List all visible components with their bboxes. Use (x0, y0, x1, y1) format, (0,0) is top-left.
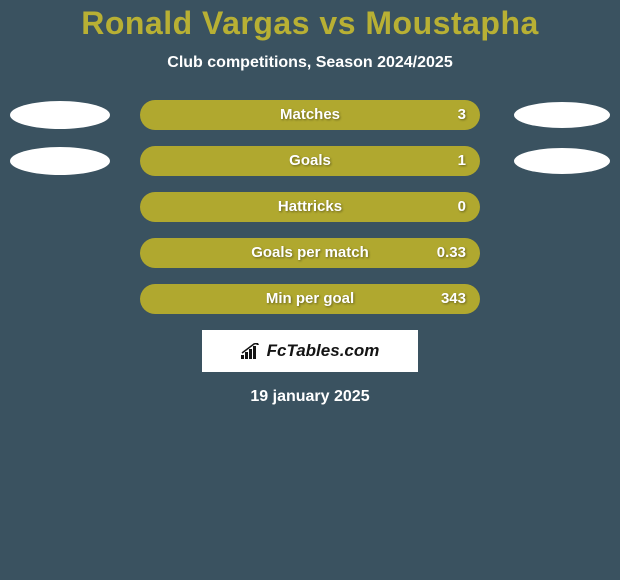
stat-bar: Hattricks0 (140, 192, 480, 222)
stats-area: Matches3Goals1Hattricks0Goals per match0… (0, 100, 620, 314)
comparison-card: Ronald Vargas vs Moustapha Club competit… (0, 0, 620, 580)
page-title: Ronald Vargas vs Moustapha (0, 5, 620, 42)
stat-value: 0 (458, 192, 466, 222)
stat-value: 343 (441, 284, 466, 314)
stat-label: Goals (140, 146, 480, 176)
subtitle: Club competitions, Season 2024/2025 (0, 54, 620, 72)
stat-bar: Matches3 (140, 100, 480, 130)
stat-label: Hattricks (140, 192, 480, 222)
left-marker (10, 147, 110, 175)
left-marker (10, 101, 110, 129)
right-marker (514, 102, 610, 128)
branding-text: FcTables.com (267, 341, 380, 361)
stat-row: Hattricks0 (0, 192, 620, 222)
stat-label: Goals per match (140, 238, 480, 268)
snapshot-date: 19 january 2025 (0, 388, 620, 406)
branding-badge: FcTables.com (202, 330, 418, 372)
stat-value: 1 (458, 146, 466, 176)
player2-name: Moustapha (365, 5, 538, 41)
stat-value: 0.33 (437, 238, 466, 268)
stat-bar: Min per goal343 (140, 284, 480, 314)
stat-bar: Goals per match0.33 (140, 238, 480, 268)
stat-bar: Goals1 (140, 146, 480, 176)
stat-value: 3 (458, 100, 466, 130)
player1-name: Ronald Vargas (81, 5, 310, 41)
stat-row: Goals1 (0, 146, 620, 176)
vs-separator: vs (319, 5, 356, 41)
right-marker (514, 148, 610, 174)
stat-row: Min per goal343 (0, 284, 620, 314)
stat-row: Goals per match0.33 (0, 238, 620, 268)
chart-icon (241, 343, 261, 359)
stat-label: Min per goal (140, 284, 480, 314)
stat-label: Matches (140, 100, 480, 130)
stat-row: Matches3 (0, 100, 620, 130)
